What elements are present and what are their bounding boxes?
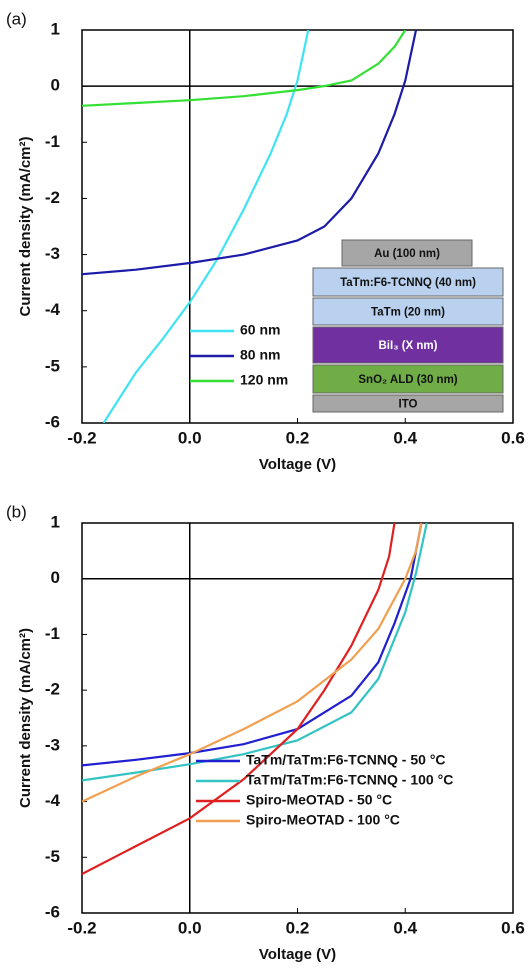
y-tick-label: -2 [45,188,60,207]
inset-layer-label: TaTm (20 nm) [371,307,445,319]
inset-layer-label: BiI₃ (X nm) [379,340,438,352]
y-tick-label: 0 [51,76,60,95]
x-tick-label: 0.4 [393,918,417,937]
data-line [82,523,423,767]
legend-label: 120 nm [240,372,288,388]
inset-layer-label: TaTm:F6-TCNNQ (40 nm) [340,277,476,289]
legend-label: TaTm/TaTm:F6-TCNNQ - 100 °C [246,772,453,788]
y-tick-label: -4 [45,791,61,810]
y-axis-title: Current density (mA/cm²) [17,136,34,316]
data-line [82,30,418,276]
x-axis-title: Voltage (V) [259,456,336,473]
plot-frame [81,522,514,914]
data-line [82,523,423,803]
x-tick-label: 0.0 [178,918,202,937]
x-tick-label: 0.0 [178,428,202,447]
legend-label: Spiro-MeOTAD - 50 °C [246,792,392,808]
y-tick-label: -3 [45,244,60,263]
x-tick-label: 0.2 [286,918,310,937]
data-line [82,523,396,875]
inset-layer-label: ITO [399,399,418,411]
y-tick-label: -6 [45,902,60,921]
data-line [82,523,428,782]
x-tick-label: 0.4 [393,428,417,447]
y-axis-title: Current density (mA/cm²) [17,628,34,808]
inset-layer-label: SnO₂ ALD (30 nm) [358,374,457,386]
inset-layer [341,239,473,267]
legend-label: TaTm/TaTm:F6-TCNNQ - 50 °C [246,752,446,768]
legend-label: 60 nm [240,322,280,338]
y-tick-label: -1 [45,132,60,151]
inset-layer [312,394,504,413]
inset-layer [312,297,504,326]
data-line [82,30,407,107]
x-tick-label: 0.6 [501,428,525,447]
y-tick-label: 0 [51,568,60,587]
inset-layer [312,326,504,364]
x-tick-label: -0.2 [67,428,96,447]
panel-label: (b) [6,502,27,521]
y-tick-label: -1 [45,624,60,643]
legend-label: Spiro-MeOTAD - 100 °C [246,812,400,828]
legend-label: 80 nm [240,347,280,363]
y-tick-label: -6 [45,412,60,431]
inset-layer-label: Au (100 nm) [374,248,440,260]
x-tick-label: -0.2 [67,918,96,937]
y-tick-label: 1 [51,19,60,38]
y-tick-label: -2 [45,680,60,699]
x-tick-label: 0.2 [286,428,310,447]
y-tick-label: -4 [45,300,61,319]
x-axis-title: Voltage (V) [259,946,336,963]
plot-frame [81,29,514,424]
panel-label: (a) [6,9,27,28]
inset-layer [312,267,504,297]
y-tick-label: 1 [51,512,60,531]
y-tick-label: -3 [45,735,60,754]
inset-layer [312,364,504,394]
x-tick-label: 0.6 [501,918,525,937]
y-tick-label: -5 [45,356,60,375]
data-line [102,30,310,423]
y-tick-label: -5 [45,847,60,866]
